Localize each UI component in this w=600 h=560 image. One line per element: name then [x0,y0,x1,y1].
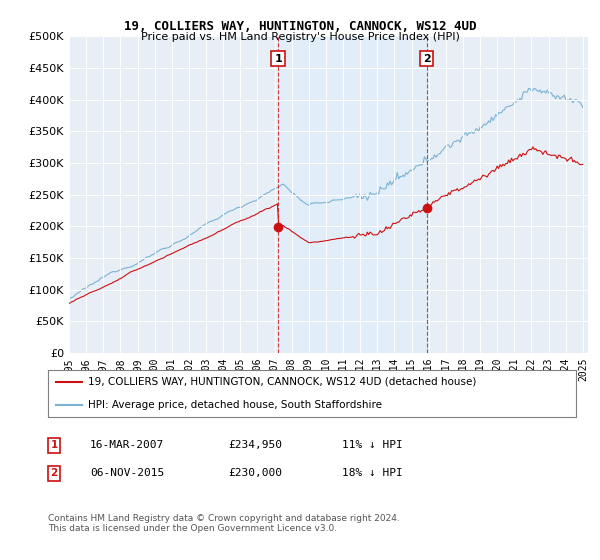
Text: HPI: Average price, detached house, South Staffordshire: HPI: Average price, detached house, Sout… [88,400,382,410]
Text: 1: 1 [274,54,282,63]
Text: 11% ↓ HPI: 11% ↓ HPI [342,440,403,450]
Text: 18% ↓ HPI: 18% ↓ HPI [342,468,403,478]
Bar [278,36,427,353]
Text: Contains HM Land Registry data © Crown copyright and database right 2024.
This d: Contains HM Land Registry data © Crown c… [48,514,400,533]
Text: 16-MAR-2007: 16-MAR-2007 [90,440,164,450]
Text: 1: 1 [50,440,58,450]
Text: 2: 2 [50,468,58,478]
Text: 19, COLLIERS WAY, HUNTINGTON, CANNOCK, WS12 4UD (detached house): 19, COLLIERS WAY, HUNTINGTON, CANNOCK, W… [88,376,476,386]
Text: £230,000: £230,000 [228,468,282,478]
Text: 2: 2 [423,54,431,63]
Text: 19, COLLIERS WAY, HUNTINGTON, CANNOCK, WS12 4UD: 19, COLLIERS WAY, HUNTINGTON, CANNOCK, W… [124,20,476,32]
Text: 06-NOV-2015: 06-NOV-2015 [90,468,164,478]
Text: Price paid vs. HM Land Registry's House Price Index (HPI): Price paid vs. HM Land Registry's House … [140,32,460,43]
Text: £234,950: £234,950 [228,440,282,450]
